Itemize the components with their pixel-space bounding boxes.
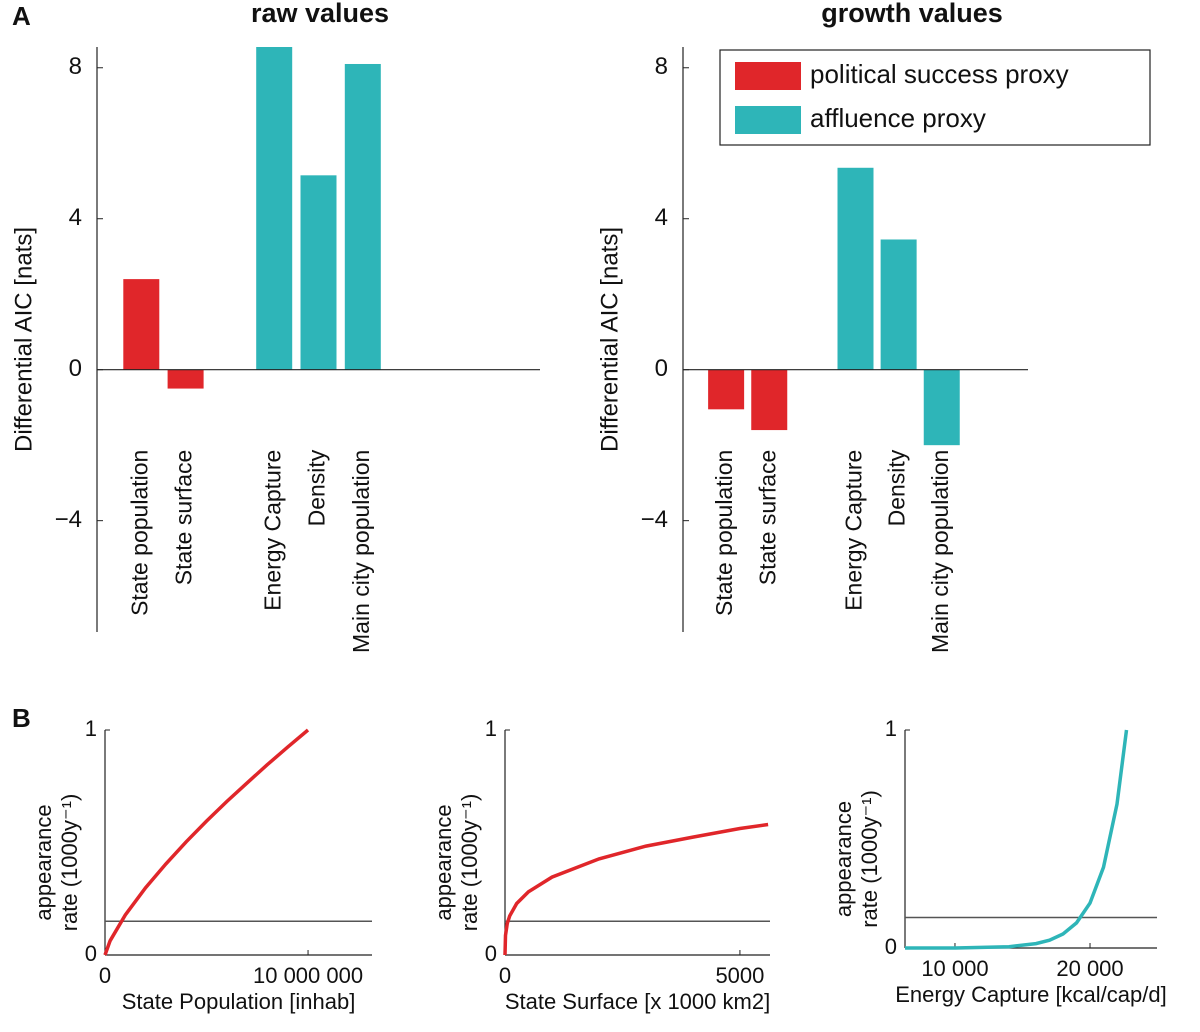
x-axis-label: State Population [inhab] <box>122 989 356 1014</box>
y-axis-label: Differential AIC [nats] <box>10 227 37 452</box>
bar <box>837 167 874 370</box>
bar <box>167 369 204 389</box>
x-axis-label: State Surface [x 1000 km2] <box>505 989 770 1014</box>
x-tick-label: 0 <box>99 963 111 988</box>
y-tick-label: 1 <box>885 716 897 741</box>
y-axis-label: appearance <box>831 801 856 917</box>
panel-label: B <box>12 703 31 733</box>
x-tick-label: Main city population <box>927 450 953 653</box>
chart-title: raw values <box>251 0 389 28</box>
y-tick-label: 0 <box>885 934 897 959</box>
y-axis-label: appearance <box>431 804 456 920</box>
x-tick-label: 20 000 <box>1056 956 1123 981</box>
x-tick-label: Energy Capture <box>841 450 867 611</box>
curve <box>503 822 769 956</box>
legend-swatch <box>735 62 801 90</box>
x-tick-label: Main city population <box>348 450 374 653</box>
bar <box>708 369 745 410</box>
x-tick-label: 0 <box>499 963 511 988</box>
x-tick-label: State surface <box>754 450 780 586</box>
curve <box>103 728 310 956</box>
legend-label: political success proxy <box>810 59 1069 89</box>
x-tick-label: 10 000 <box>921 956 988 981</box>
x-tick-label: Density <box>884 449 910 526</box>
y-tick-label: 0 <box>85 941 97 966</box>
bar <box>923 369 960 446</box>
x-tick-label: 5000 <box>715 963 764 988</box>
y-axis-label: rate (1000y⁻¹) <box>57 794 82 932</box>
y-tick-label: 1 <box>485 716 497 741</box>
bar <box>300 175 337 370</box>
curve <box>905 729 1129 950</box>
y-tick-label: 4 <box>655 204 668 231</box>
x-tick-label: State surface <box>171 450 197 586</box>
y-axis-label: rate (1000y⁻¹) <box>457 794 482 932</box>
x-tick-label: State population <box>126 450 152 616</box>
x-axis-label: Energy Capture [kcal/cap/d] <box>895 982 1166 1007</box>
bar <box>751 369 788 431</box>
bar <box>123 279 160 370</box>
y-tick-label: 0 <box>69 355 82 382</box>
y-tick-label: 1 <box>85 716 97 741</box>
y-tick-label: 8 <box>69 53 82 80</box>
x-tick-label: State population <box>711 450 737 616</box>
y-tick-label: 0 <box>655 355 668 382</box>
y-tick-label: 0 <box>485 941 497 966</box>
x-tick-label: 10 000 000 <box>253 963 363 988</box>
bar <box>880 239 917 370</box>
x-tick-label: Energy Capture <box>259 450 285 611</box>
y-tick-label: −4 <box>641 506 668 533</box>
y-axis-label: Differential AIC [nats] <box>596 227 623 452</box>
legend-label: affluence proxy <box>810 103 986 133</box>
y-tick-label: 8 <box>655 53 668 80</box>
y-axis-label: rate (1000y⁻¹) <box>857 790 882 928</box>
bar <box>256 47 293 370</box>
panel-label: A <box>12 1 31 31</box>
legend-swatch <box>735 106 801 134</box>
bar <box>344 63 381 370</box>
y-tick-label: −4 <box>55 506 82 533</box>
y-tick-label: 4 <box>69 204 82 231</box>
x-tick-label: Density <box>304 449 330 526</box>
chart-title: growth values <box>821 0 1003 28</box>
y-axis-label: appearance <box>31 804 56 920</box>
